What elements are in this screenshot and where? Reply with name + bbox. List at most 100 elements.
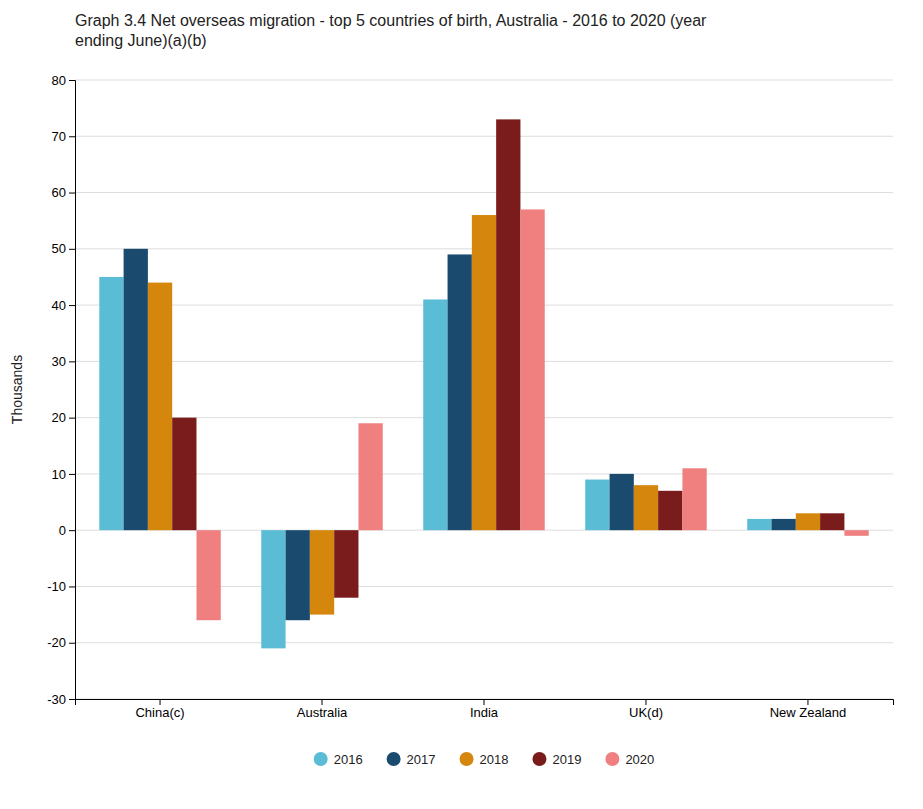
legend-item: 2020 [605,752,654,767]
legend-item: 2017 [387,752,436,767]
tick-label: 50 [52,241,66,256]
tick-mark [69,418,75,419]
bar [610,474,634,530]
bar [196,530,220,620]
tick: -10 [47,579,75,594]
bar [286,530,310,620]
x-axis: China(c) Australia India UK(d) New Zealand [76,699,894,720]
axis-line [69,81,76,700]
tick-label: China(c) [135,705,184,720]
bars [99,119,868,648]
tick-mark [69,643,75,644]
tick: UK(d) [629,699,663,720]
bar [310,530,334,614]
bar [172,418,196,531]
bar [658,491,682,530]
bar [747,519,771,530]
bar [261,530,285,648]
tick-mark [69,80,75,81]
tick-label: 60 [52,185,66,200]
bar [358,423,382,530]
tick-mark [69,305,75,306]
tick-label: 10 [52,467,66,482]
legend-swatch [532,752,546,766]
tick-mark [484,699,485,705]
tick-label: -30 [47,692,66,707]
grid-line [75,642,893,643]
bar [520,209,544,530]
tick: 0 [59,523,75,538]
bar [124,249,148,530]
tick: India [470,699,499,720]
tick-label: Australia [297,705,348,720]
chart: Graph 3.4 Net overseas migration - top 5… [0,0,923,809]
legend-swatch [605,752,619,766]
tick-mark [69,136,75,137]
legend-swatch [314,752,328,766]
tick: 50 [52,241,75,256]
tick-label: India [470,705,499,720]
tick-label: UK(d) [629,705,663,720]
bar [423,299,447,530]
legend-label: 2017 [407,752,436,767]
tick-label: New Zealand [770,705,847,720]
tick-mark [645,699,646,705]
series [172,119,844,597]
tick: 40 [52,298,75,313]
legend-item: 2016 [314,752,363,767]
tick-mark [69,249,75,250]
bar [585,480,609,531]
series [124,249,796,620]
tick-mark [69,474,75,475]
tick-mark [69,699,75,700]
tick-label: -10 [47,579,66,594]
tick: 10 [52,467,75,482]
tick-mark [69,361,75,362]
bar [448,254,472,530]
tick-mark [322,699,323,705]
bar [99,277,123,530]
tick: China(c) [135,699,184,720]
tick-mark [807,699,808,705]
bar [148,283,172,531]
bar [820,513,844,530]
tick: 80 [52,73,75,88]
bar [496,119,520,530]
legend: 20162017201820192020 [314,752,655,767]
bar [796,513,820,530]
tick: 30 [52,354,75,369]
tick: -30 [47,692,75,707]
y-axis: -30 -20 -10 0 10 20 30 40 50 60 70 80 [47,73,75,707]
grid-line [75,136,893,137]
legend-item: 2019 [532,752,581,767]
legend-label: 2016 [334,752,363,767]
legend-swatch [460,752,474,766]
series [99,277,771,648]
legend-swatch [387,752,401,766]
bar [334,530,358,598]
tick: 20 [52,410,75,425]
tick-mark [160,699,161,705]
tick: 70 [52,129,75,144]
bar [634,485,658,530]
series [148,215,820,615]
tick-label: -20 [47,635,66,650]
bar [772,519,796,530]
bar [682,468,706,530]
axis-line [76,700,894,706]
tick-label: 70 [52,129,66,144]
tick-label: 40 [52,298,66,313]
tick-label: 0 [59,523,66,538]
grid [75,80,893,699]
tick-mark [69,530,75,531]
tick: New Zealand [770,699,847,720]
grid-line [75,80,893,81]
tick: 60 [52,185,75,200]
bar [844,530,868,536]
tick-label: 20 [52,410,66,425]
tick: Australia [297,699,348,720]
tick-label: 30 [52,354,66,369]
bar [472,215,496,530]
tick: -20 [47,635,75,650]
y-axis-label: Thousands [9,355,25,424]
